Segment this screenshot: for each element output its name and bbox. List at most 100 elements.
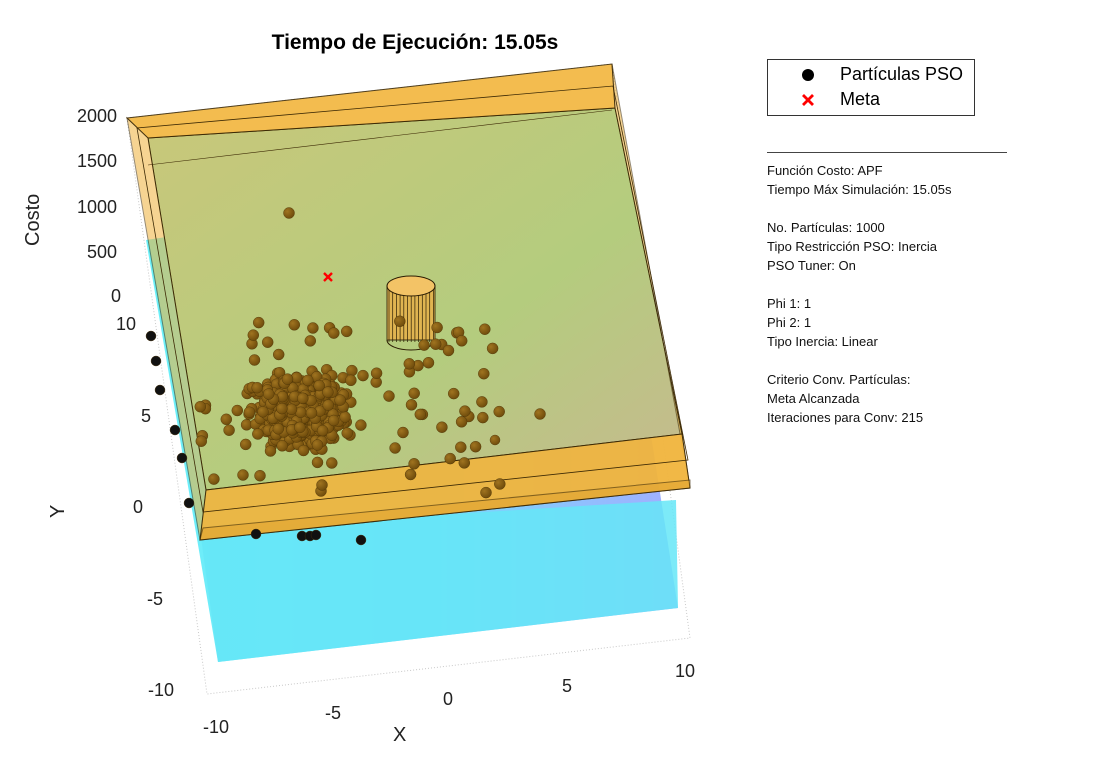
info-line: Meta Alcanzada: [767, 391, 860, 406]
particle-point: [476, 396, 488, 408]
particle-point: [169, 424, 181, 436]
particle-point: [478, 368, 490, 380]
particle-point: [357, 369, 369, 382]
legend-label: Meta: [840, 89, 881, 109]
x-tick-label: 0: [443, 689, 454, 709]
particle-point: [239, 438, 252, 451]
particle-point: [305, 407, 318, 419]
particle-point: [302, 374, 314, 387]
info-line: Iteraciones para Conv: 215: [767, 410, 924, 425]
particle-point: [252, 428, 264, 440]
info-line: Phi 2: 1: [767, 315, 812, 330]
particle-point: [414, 408, 426, 421]
info-line: Tipo Restricción PSO: Inercia: [767, 239, 938, 254]
x-tick-label: 5: [562, 676, 573, 696]
particle-point: [272, 423, 284, 435]
particle-point: [486, 342, 499, 355]
z-tick-label: 500: [87, 242, 118, 262]
particle-point: [326, 457, 338, 469]
particle-point: [436, 421, 448, 433]
x-tick-label: 10: [675, 661, 696, 681]
particle-point: [313, 379, 325, 392]
particle-point: [448, 387, 460, 400]
particle-point: [297, 444, 310, 457]
z-tick-label: 1000: [77, 197, 118, 217]
particle-point: [455, 441, 467, 453]
particle-point: [389, 442, 401, 454]
particle-cloud: [145, 207, 546, 546]
particle-point: [479, 323, 491, 335]
legend-entry-goal: Meta: [768, 88, 974, 112]
particle-point: [422, 357, 435, 369]
info-line: Criterio Conv. Partículas:: [767, 372, 911, 387]
goal-marker: [323, 272, 333, 282]
z-tick-label: 0: [111, 286, 122, 306]
particle-point: [297, 392, 309, 404]
particle-point: [346, 364, 358, 377]
particle-point: [341, 427, 353, 439]
particle-point: [273, 348, 285, 361]
particle-point: [534, 408, 546, 420]
particle-point: [248, 354, 261, 366]
particle-point: [404, 468, 417, 481]
particle-point: [431, 321, 443, 334]
particle-point: [281, 373, 294, 385]
y-axis-label: Y: [47, 504, 69, 518]
legend-circle-marker: [802, 69, 814, 81]
info-line: PSO Tuner: On: [767, 258, 856, 273]
particle-point: [231, 404, 244, 417]
particle-point: [430, 338, 442, 350]
particle-point: [328, 327, 340, 339]
info-panel: Función Costo: APF Tiempo Máx Simulación:…: [767, 152, 1007, 427]
x-tick-label: -5: [325, 703, 342, 723]
particle-point: [408, 458, 420, 470]
particle-point: [251, 382, 263, 394]
z-tick-label: 1500: [77, 151, 118, 171]
particle-point: [250, 528, 262, 540]
particle-point: [345, 374, 357, 386]
particle-point: [307, 322, 319, 334]
particle-point: [444, 452, 456, 465]
particle-point: [276, 440, 288, 452]
particle-point: [195, 435, 208, 447]
info-line: Función Costo: APF: [767, 163, 883, 178]
y-tick-label: -5: [147, 589, 164, 609]
particle-point: [183, 497, 195, 509]
particle-point: [288, 319, 300, 331]
particle-point: [254, 470, 266, 482]
info-line: [767, 275, 1007, 294]
particle-point: [458, 457, 470, 469]
x-tick-label: -10: [203, 717, 230, 737]
particle-point: [355, 419, 367, 431]
particle-point: [263, 388, 275, 400]
info-line: No. Partículas: 1000: [767, 220, 885, 235]
particle-point: [322, 386, 334, 398]
particle-point: [176, 452, 188, 464]
particle-point: [220, 413, 233, 425]
particle-point: [394, 315, 406, 327]
particle-point: [408, 387, 420, 399]
particle-point: [237, 469, 249, 481]
info-line: [767, 199, 1007, 218]
y-tick-label: 5: [141, 406, 152, 426]
particle-point: [477, 411, 489, 424]
particle-point: [328, 414, 340, 427]
particle-point: [283, 207, 295, 219]
info-line: [767, 351, 1007, 370]
particle-point: [355, 534, 367, 546]
particle-point: [493, 405, 505, 418]
particle-point: [405, 399, 418, 411]
particle-point: [247, 329, 260, 341]
particle-point: [469, 441, 482, 453]
chart-title: Tiempo de Ejecución: 15.05s: [271, 31, 559, 54]
particle-point: [334, 394, 346, 406]
particle-point: [276, 402, 288, 415]
legend-entry-particles: Partículas PSO: [768, 63, 974, 87]
info-line: Phi 1: 1: [767, 296, 812, 311]
particle-point: [294, 421, 306, 434]
particle-point: [456, 335, 468, 347]
particle-point: [494, 478, 506, 490]
particle-point: [262, 336, 274, 348]
particle-point: [403, 358, 415, 370]
particle-point: [304, 335, 316, 347]
